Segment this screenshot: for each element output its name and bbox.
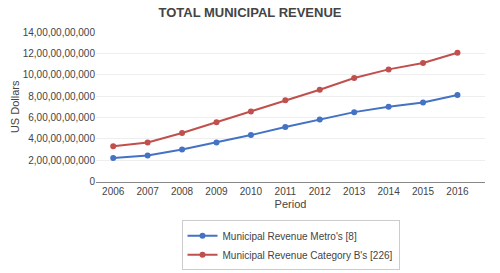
svg-text:6,00,00,00,000: 6,00,00,00,000 bbox=[28, 112, 95, 123]
svg-text:8,00,00,00,000: 8,00,00,00,000 bbox=[28, 91, 95, 102]
svg-text:TOTAL MUNICIPAL REVENUE: TOTAL MUNICIPAL REVENUE bbox=[159, 5, 342, 20]
svg-text:14,00,00,00,000: 14,00,00,00,000 bbox=[23, 27, 96, 38]
svg-text:4,00,00,00,000: 4,00,00,00,000 bbox=[28, 133, 95, 144]
svg-text:US Dollars: US Dollars bbox=[9, 80, 21, 133]
svg-text:2006: 2006 bbox=[102, 186, 125, 197]
svg-text:2011: 2011 bbox=[275, 186, 297, 197]
svg-text:2008: 2008 bbox=[171, 186, 194, 197]
svg-text:Municipal Revenue Category B's: Municipal Revenue Category B's [226] bbox=[223, 250, 393, 261]
svg-text:2009: 2009 bbox=[205, 186, 228, 197]
svg-text:2007: 2007 bbox=[137, 186, 160, 197]
svg-text:2010: 2010 bbox=[240, 186, 263, 197]
svg-text:10,00,00,00,000: 10,00,00,00,000 bbox=[23, 69, 96, 80]
svg-text:2014: 2014 bbox=[377, 186, 400, 197]
svg-text:0: 0 bbox=[89, 176, 95, 187]
svg-text:Period: Period bbox=[275, 198, 307, 210]
svg-text:12,00,00,00,000: 12,00,00,00,000 bbox=[23, 48, 96, 59]
svg-text:2013: 2013 bbox=[343, 186, 366, 197]
svg-text:2016: 2016 bbox=[446, 186, 469, 197]
svg-text:Municipal Revenue Metro's [8]: Municipal Revenue Metro's [8] bbox=[223, 231, 357, 242]
svg-text:2015: 2015 bbox=[412, 186, 435, 197]
svg-text:2012: 2012 bbox=[309, 186, 332, 197]
svg-text:2,00,00,00,000: 2,00,00,00,000 bbox=[28, 155, 95, 166]
